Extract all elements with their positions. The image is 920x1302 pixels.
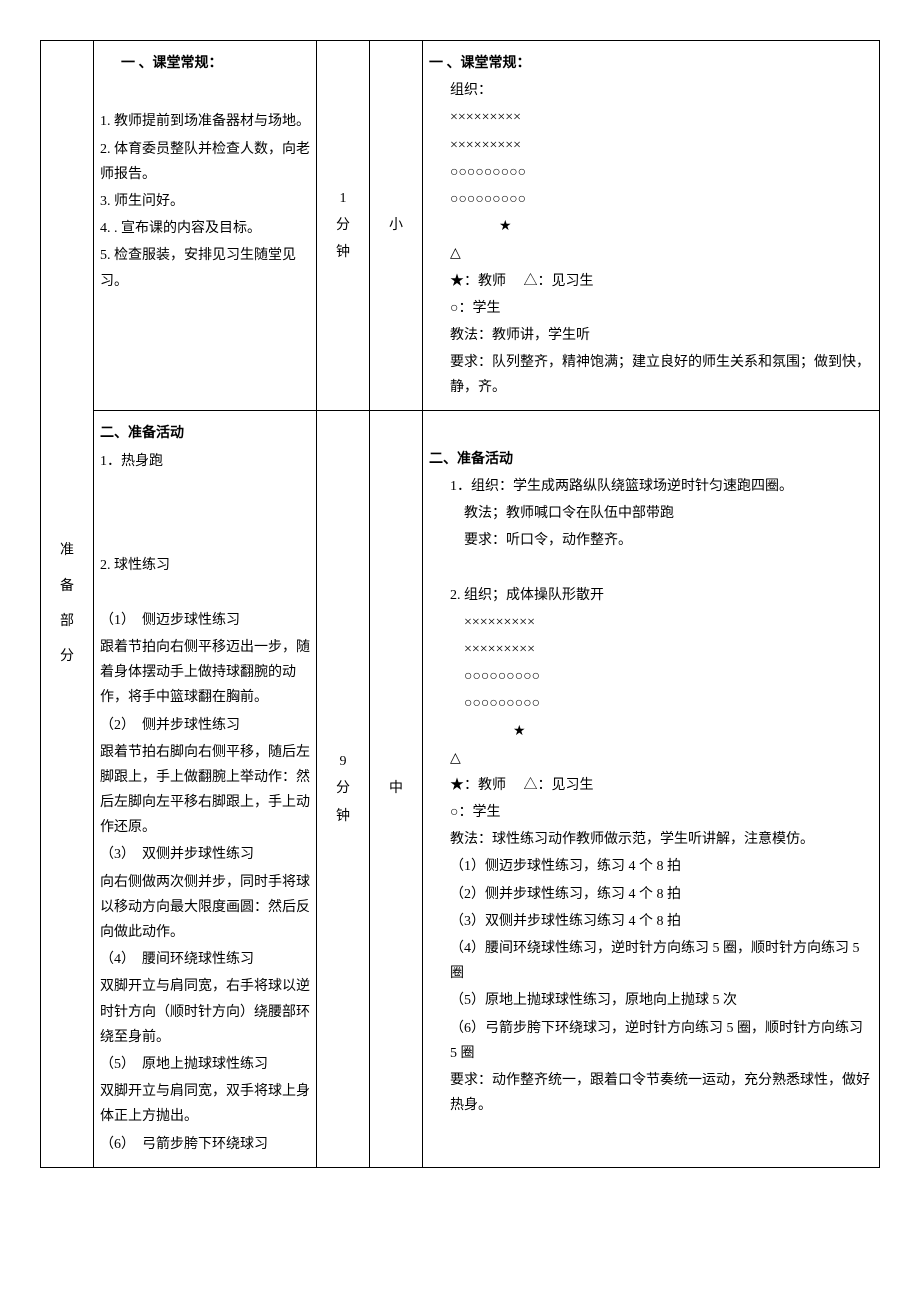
legend-line: ★：教师 △：见习生 (429, 773, 873, 798)
legend-circle: ○：学生 (429, 296, 873, 321)
formation-star: ★ (429, 214, 873, 239)
time-char: 分 (323, 776, 363, 801)
content-item: 1. 教师提前到场准备器材与场地。 (100, 109, 310, 134)
exercise-desc: 跟着节拍向右侧平移迈出一步，随着身体摆动手上做持球翻腕的动作，将手中篮球翻在胸前… (100, 635, 310, 711)
org-part1-req: 要求：听口令，动作整齐。 (429, 528, 873, 553)
lesson-plan-table: 准 备 部 分 一 、课堂常规： 1. 教师提前到场准备器材与场地。 2. 体育… (40, 40, 880, 1168)
time-char: 9 (323, 749, 363, 774)
legend-star: ★：教师 (450, 778, 506, 793)
rep-item: （4）腰间环绕球性练习，逆时针方向练习 5 圈，顺时针方向练习 5 圈 (429, 936, 873, 986)
table-row: 准 备 部 分 一 、课堂常规： 1. 教师提前到场准备器材与场地。 2. 体育… (41, 41, 880, 411)
table-row: 二、准备活动 1．热身跑 2. 球性练习 （1） 侧迈步球性练习 跟着节拍向右侧… (41, 411, 880, 1167)
content-cell-2: 二、准备活动 1．热身跑 2. 球性练习 （1） 侧迈步球性练习 跟着节拍向右侧… (94, 411, 317, 1167)
legend-tri: △：见习生 (524, 778, 594, 793)
time-char: 钟 (323, 804, 363, 829)
content-item: 3. 师生问好。 (100, 189, 310, 214)
intensity-value: 中 (389, 781, 403, 796)
org-part1-method: 教法；教师喊口令在队伍中部带跑 (429, 501, 873, 526)
formation-triangle: △ (429, 241, 873, 266)
rep-item: （1）侧迈步球性练习，练习 4 个 8 拍 (429, 854, 873, 879)
formation-row: ○○○○○○○○○ (429, 664, 873, 689)
org-label: 组织： (429, 78, 873, 103)
formation-row: ××××××××× (429, 610, 873, 635)
exercise-head: （2） 侧并步球性练习 (100, 713, 310, 738)
org-title: 二、准备活动 (429, 447, 873, 472)
intensity-value: 小 (389, 218, 403, 233)
org-requirement: 要求：队列整齐，精神饱满；建立良好的师生关系和氛围；做到快，静，齐。 (429, 350, 873, 400)
exercise-head: （5） 原地上抛球球性练习 (100, 1052, 310, 1077)
content-cell-1: 一 、课堂常规： 1. 教师提前到场准备器材与场地。 2. 体育委员整队并检查人… (94, 41, 317, 411)
legend-tri: △：见习生 (524, 274, 594, 289)
intensity-cell-2: 中 (370, 411, 423, 1167)
exercise-desc: 跟着节拍右脚向右侧平移，随后左脚跟上，手上做翻腕上举动作：然后左脚向左平移右脚跟… (100, 740, 310, 841)
exercise-head: （3） 双侧并步球性练习 (100, 842, 310, 867)
formation-row: ××××××××× (429, 133, 873, 158)
time-cell-1: 1 分 钟 (317, 41, 370, 411)
rep-item: （5）原地上抛球球性练习，原地向上抛球 5 次 (429, 988, 873, 1013)
section-char: 准 (47, 538, 87, 563)
time-char: 钟 (323, 240, 363, 265)
org-title: 一 、课堂常规： (429, 51, 873, 76)
section-label-cell: 准 备 部 分 (41, 41, 94, 1168)
time-char: 1 (323, 186, 363, 211)
time-cell-2: 9 分 钟 (317, 411, 370, 1167)
section-char: 部 (47, 609, 87, 634)
rep-item: （6）弓箭步胯下环绕球习，逆时针方向练习 5 圈，顺时针方向练习 5 圈 (429, 1016, 873, 1066)
content-title: 一 、课堂常规： (100, 51, 310, 76)
content-sub: 2. 球性练习 (100, 553, 310, 578)
formation-star: ★ (429, 719, 873, 744)
org-part1-org: 1．组织：学生成两路纵队绕篮球场逆时针匀速跑四圈。 (429, 474, 873, 499)
legend-circle: ○：学生 (429, 800, 873, 825)
formation-row: ○○○○○○○○○ (429, 691, 873, 716)
formation-row: ××××××××× (429, 105, 873, 130)
rep-item: （3）双侧并步球性练习练习 4 个 8 拍 (429, 909, 873, 934)
legend-line: ★：教师 △：见习生 (429, 269, 873, 294)
content-item: 2. 体育委员整队并检查人数，向老师报告。 (100, 137, 310, 187)
org-part2-org: 2. 组织；成体操队形散开 (429, 583, 873, 608)
org-cell-2: 二、准备活动 1．组织：学生成两路纵队绕篮球场逆时针匀速跑四圈。 教法；教师喊口… (423, 411, 880, 1167)
rep-item: （2）侧并步球性练习，练习 4 个 8 拍 (429, 882, 873, 907)
intensity-cell-1: 小 (370, 41, 423, 411)
org-cell-1: 一 、课堂常规： 组织： ××××××××× ××××××××× ○○○○○○○… (423, 41, 880, 411)
exercise-head: （1） 侧迈步球性练习 (100, 608, 310, 633)
exercise-desc: 向右侧做两次侧并步，同时手将球以移动方向最大限度画圆：然后反向做此动作。 (100, 870, 310, 946)
org-part2-req: 要求：动作整齐统一，跟着口令节奏统一运动，充分熟悉球性，做好热身。 (429, 1068, 873, 1118)
formation-row: ○○○○○○○○○ (429, 187, 873, 212)
exercise-desc: 双脚开立与肩同宽，双手将球上身体正上方抛出。 (100, 1079, 310, 1129)
section-char: 备 (47, 574, 87, 599)
content-item: 4. . 宣布课的内容及目标。 (100, 216, 310, 241)
exercise-head: （6） 弓箭步胯下环绕球习 (100, 1132, 310, 1157)
time-char: 分 (323, 213, 363, 238)
formation-row: ○○○○○○○○○ (429, 160, 873, 185)
legend-star: ★：教师 (450, 274, 506, 289)
exercise-head: （4） 腰间环绕球性练习 (100, 947, 310, 972)
content-item: 5. 检查服装，安排见习生随堂见习。 (100, 243, 310, 293)
formation-row: ××××××××× (429, 637, 873, 662)
lesson-plan-page: 准 备 部 分 一 、课堂常规： 1. 教师提前到场准备器材与场地。 2. 体育… (40, 40, 880, 1168)
exercise-desc: 双脚开立与肩同宽，右手将球以逆时针方向（顺时针方向）绕腰部环绕至身前。 (100, 974, 310, 1050)
formation-triangle: △ (429, 746, 873, 771)
org-method: 教法：教师讲，学生听 (429, 323, 873, 348)
org-part2-method: 教法：球性练习动作教师做示范，学生听讲解，注意模仿。 (429, 827, 873, 852)
content-title: 二、准备活动 (100, 421, 310, 446)
content-sub: 1．热身跑 (100, 449, 310, 474)
section-char: 分 (47, 644, 87, 669)
